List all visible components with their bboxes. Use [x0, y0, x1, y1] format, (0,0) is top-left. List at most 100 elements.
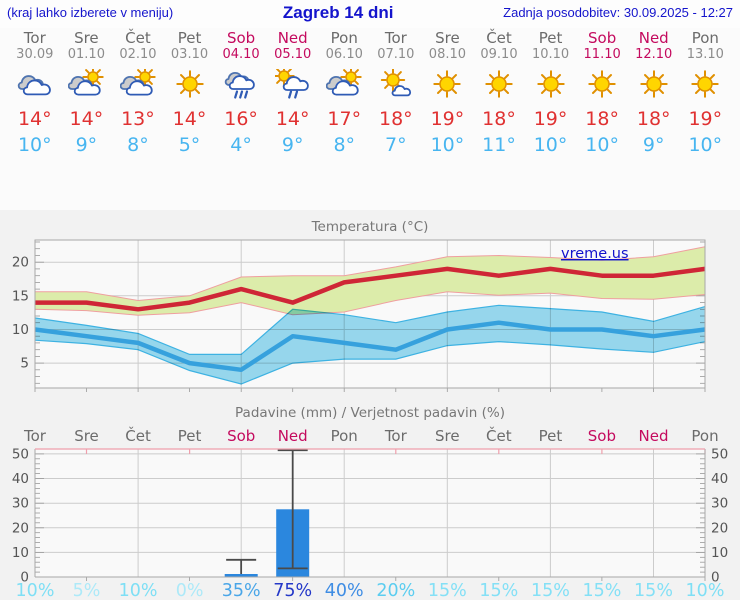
- day-name: Čet: [486, 29, 512, 47]
- svg-text:Sre: Sre: [74, 427, 99, 445]
- low-temp: 8°: [127, 134, 149, 156]
- svg-text:15%: 15%: [634, 581, 673, 600]
- high-temp: 19°: [430, 108, 465, 130]
- day-date: 13.10: [686, 47, 724, 62]
- high-temp: 16°: [224, 108, 258, 130]
- day-name: Tor: [23, 29, 46, 47]
- day-date: 09.10: [480, 47, 518, 62]
- low-temp: 4°: [230, 134, 252, 156]
- high-temp: 19°: [533, 108, 568, 130]
- high-temp: 14°: [17, 108, 52, 130]
- day-date: 11.10: [583, 47, 621, 62]
- rain-icon: [215, 69, 267, 103]
- day-date: 04.10: [222, 47, 260, 62]
- high-temp: 17°: [327, 108, 362, 130]
- svg-text:Čet: Čet: [125, 426, 151, 445]
- svg-text:50: 50: [711, 446, 728, 462]
- high-temp: 19°: [688, 108, 723, 130]
- svg-text:50: 50: [12, 446, 29, 462]
- day-column: Tor 07.10 18° 7°: [370, 30, 422, 157]
- precip-minor-ticks: [35, 453, 706, 581]
- page-title: Zagreb 14 dni: [282, 3, 394, 22]
- forecast-strip: Tor 30.09 14° 10° Sre 01.10 14° 9° Čet 02.10 13° 8°…: [0, 30, 740, 157]
- precip-chart-title: Padavine (mm) / Verjetnost padavin (%): [235, 405, 505, 421]
- svg-text:15: 15: [12, 288, 29, 304]
- min-temp-line: [34, 320, 706, 373]
- svg-text:Tor: Tor: [384, 427, 408, 445]
- svg-text:Pet: Pet: [178, 427, 202, 445]
- day-date: 30.09: [16, 47, 54, 62]
- high-temp: 18°: [636, 108, 671, 130]
- svg-text:15%: 15%: [582, 581, 621, 600]
- day-name: Čet: [125, 29, 151, 47]
- svg-text:10%: 10%: [119, 581, 158, 600]
- day-name: Ned: [638, 29, 669, 47]
- sunny-icon: [422, 69, 474, 103]
- low-temp: 10°: [688, 134, 723, 156]
- day-date: 01.10: [67, 47, 105, 62]
- day-date: 05.10: [274, 47, 312, 62]
- svg-text:Sre: Sre: [435, 427, 460, 445]
- svg-text:Pet: Pet: [539, 427, 563, 445]
- day-column: Sob 04.10 16° 4°: [215, 30, 267, 157]
- header-bar: (kraj lahko izberete v meniju) Zagreb 14…: [0, 0, 740, 28]
- sunny-icon: [473, 69, 525, 103]
- svg-text:0%: 0%: [176, 581, 204, 600]
- day-name: Pet: [177, 29, 202, 47]
- svg-text:0: 0: [711, 570, 720, 586]
- svg-text:10: 10: [711, 545, 728, 561]
- day-column: Čet 09.10 18° 11°: [473, 30, 525, 157]
- day-date: 10.10: [531, 47, 570, 62]
- watermark-link[interactable]: vreme.us: [561, 246, 629, 262]
- day-column: Sob 11.10 18° 10°: [576, 30, 628, 157]
- day-column: Ned 05.10 14° 9°: [267, 30, 319, 157]
- svg-text:0: 0: [20, 570, 29, 586]
- precip-probability-labels: 10% 5% 10% 0% 35% 75% 40% 20% 15% 15% 15% 15% 15% 10%: [16, 581, 725, 600]
- day-date: 07.10: [377, 47, 415, 62]
- svg-text:Pon: Pon: [691, 427, 718, 445]
- day-name: Sre: [435, 29, 460, 47]
- day-column: Tor 30.09 14° 10°: [9, 30, 61, 157]
- sunny-icon: [576, 69, 628, 103]
- charts-area: 5 10 15 20 Temperatura (°C) vreme.us Padavine…: [0, 210, 740, 600]
- svg-text:10: 10: [12, 545, 29, 561]
- cloudy-icon: [9, 69, 61, 103]
- low-temp: 8°: [333, 134, 356, 156]
- day-name: Pet: [538, 29, 563, 47]
- svg-text:20%: 20%: [376, 581, 415, 600]
- high-temp: 14°: [69, 108, 104, 130]
- svg-text:Sob: Sob: [227, 427, 255, 445]
- svg-text:5: 5: [20, 356, 29, 372]
- day-date: 08.10: [428, 47, 467, 62]
- day-name: Sob: [588, 29, 617, 47]
- low-temp: 9°: [642, 134, 665, 156]
- high-temp: 14°: [172, 108, 207, 130]
- svg-text:Sob: Sob: [588, 427, 616, 445]
- menu-hint-text: (kraj lahko izberete v meniju): [7, 5, 174, 20]
- temperature-chart: 5 10 15 20 Temperatura (°C) vreme.us: [12, 219, 706, 392]
- svg-text:30: 30: [711, 496, 728, 512]
- precip-axis-labels: 0 0 10 10 20 20 30 30 40 40 50 50: [12, 446, 728, 585]
- svg-text:5%: 5%: [73, 581, 101, 600]
- day-date: 06.10: [325, 47, 363, 62]
- partly-cloudy-icon: [61, 66, 113, 103]
- precip-bar: [224, 574, 258, 577]
- high-temp: 18°: [378, 108, 413, 130]
- day-name: Ned: [277, 29, 308, 47]
- temp-axis-labels: 5 10 15 20: [12, 255, 29, 372]
- high-temp: 13°: [121, 108, 155, 130]
- high-temp: 18°: [585, 108, 619, 130]
- sunny-icon: [628, 69, 680, 103]
- low-temp: 11°: [482, 134, 516, 156]
- day-column: Pon 13.10 19° 10°: [680, 30, 732, 157]
- svg-text:10: 10: [12, 322, 29, 338]
- high-temp: 18°: [482, 108, 516, 130]
- day-column: Pet 03.10 14° 5°: [164, 30, 216, 157]
- low-temp: 10°: [17, 134, 52, 156]
- low-temp: 5°: [178, 134, 201, 156]
- partly-cloudy-icon: [112, 66, 164, 103]
- day-column: Sre 01.10 14° 9°: [61, 30, 113, 157]
- day-name: Sob: [226, 29, 256, 47]
- day-date: 02.10: [119, 47, 157, 62]
